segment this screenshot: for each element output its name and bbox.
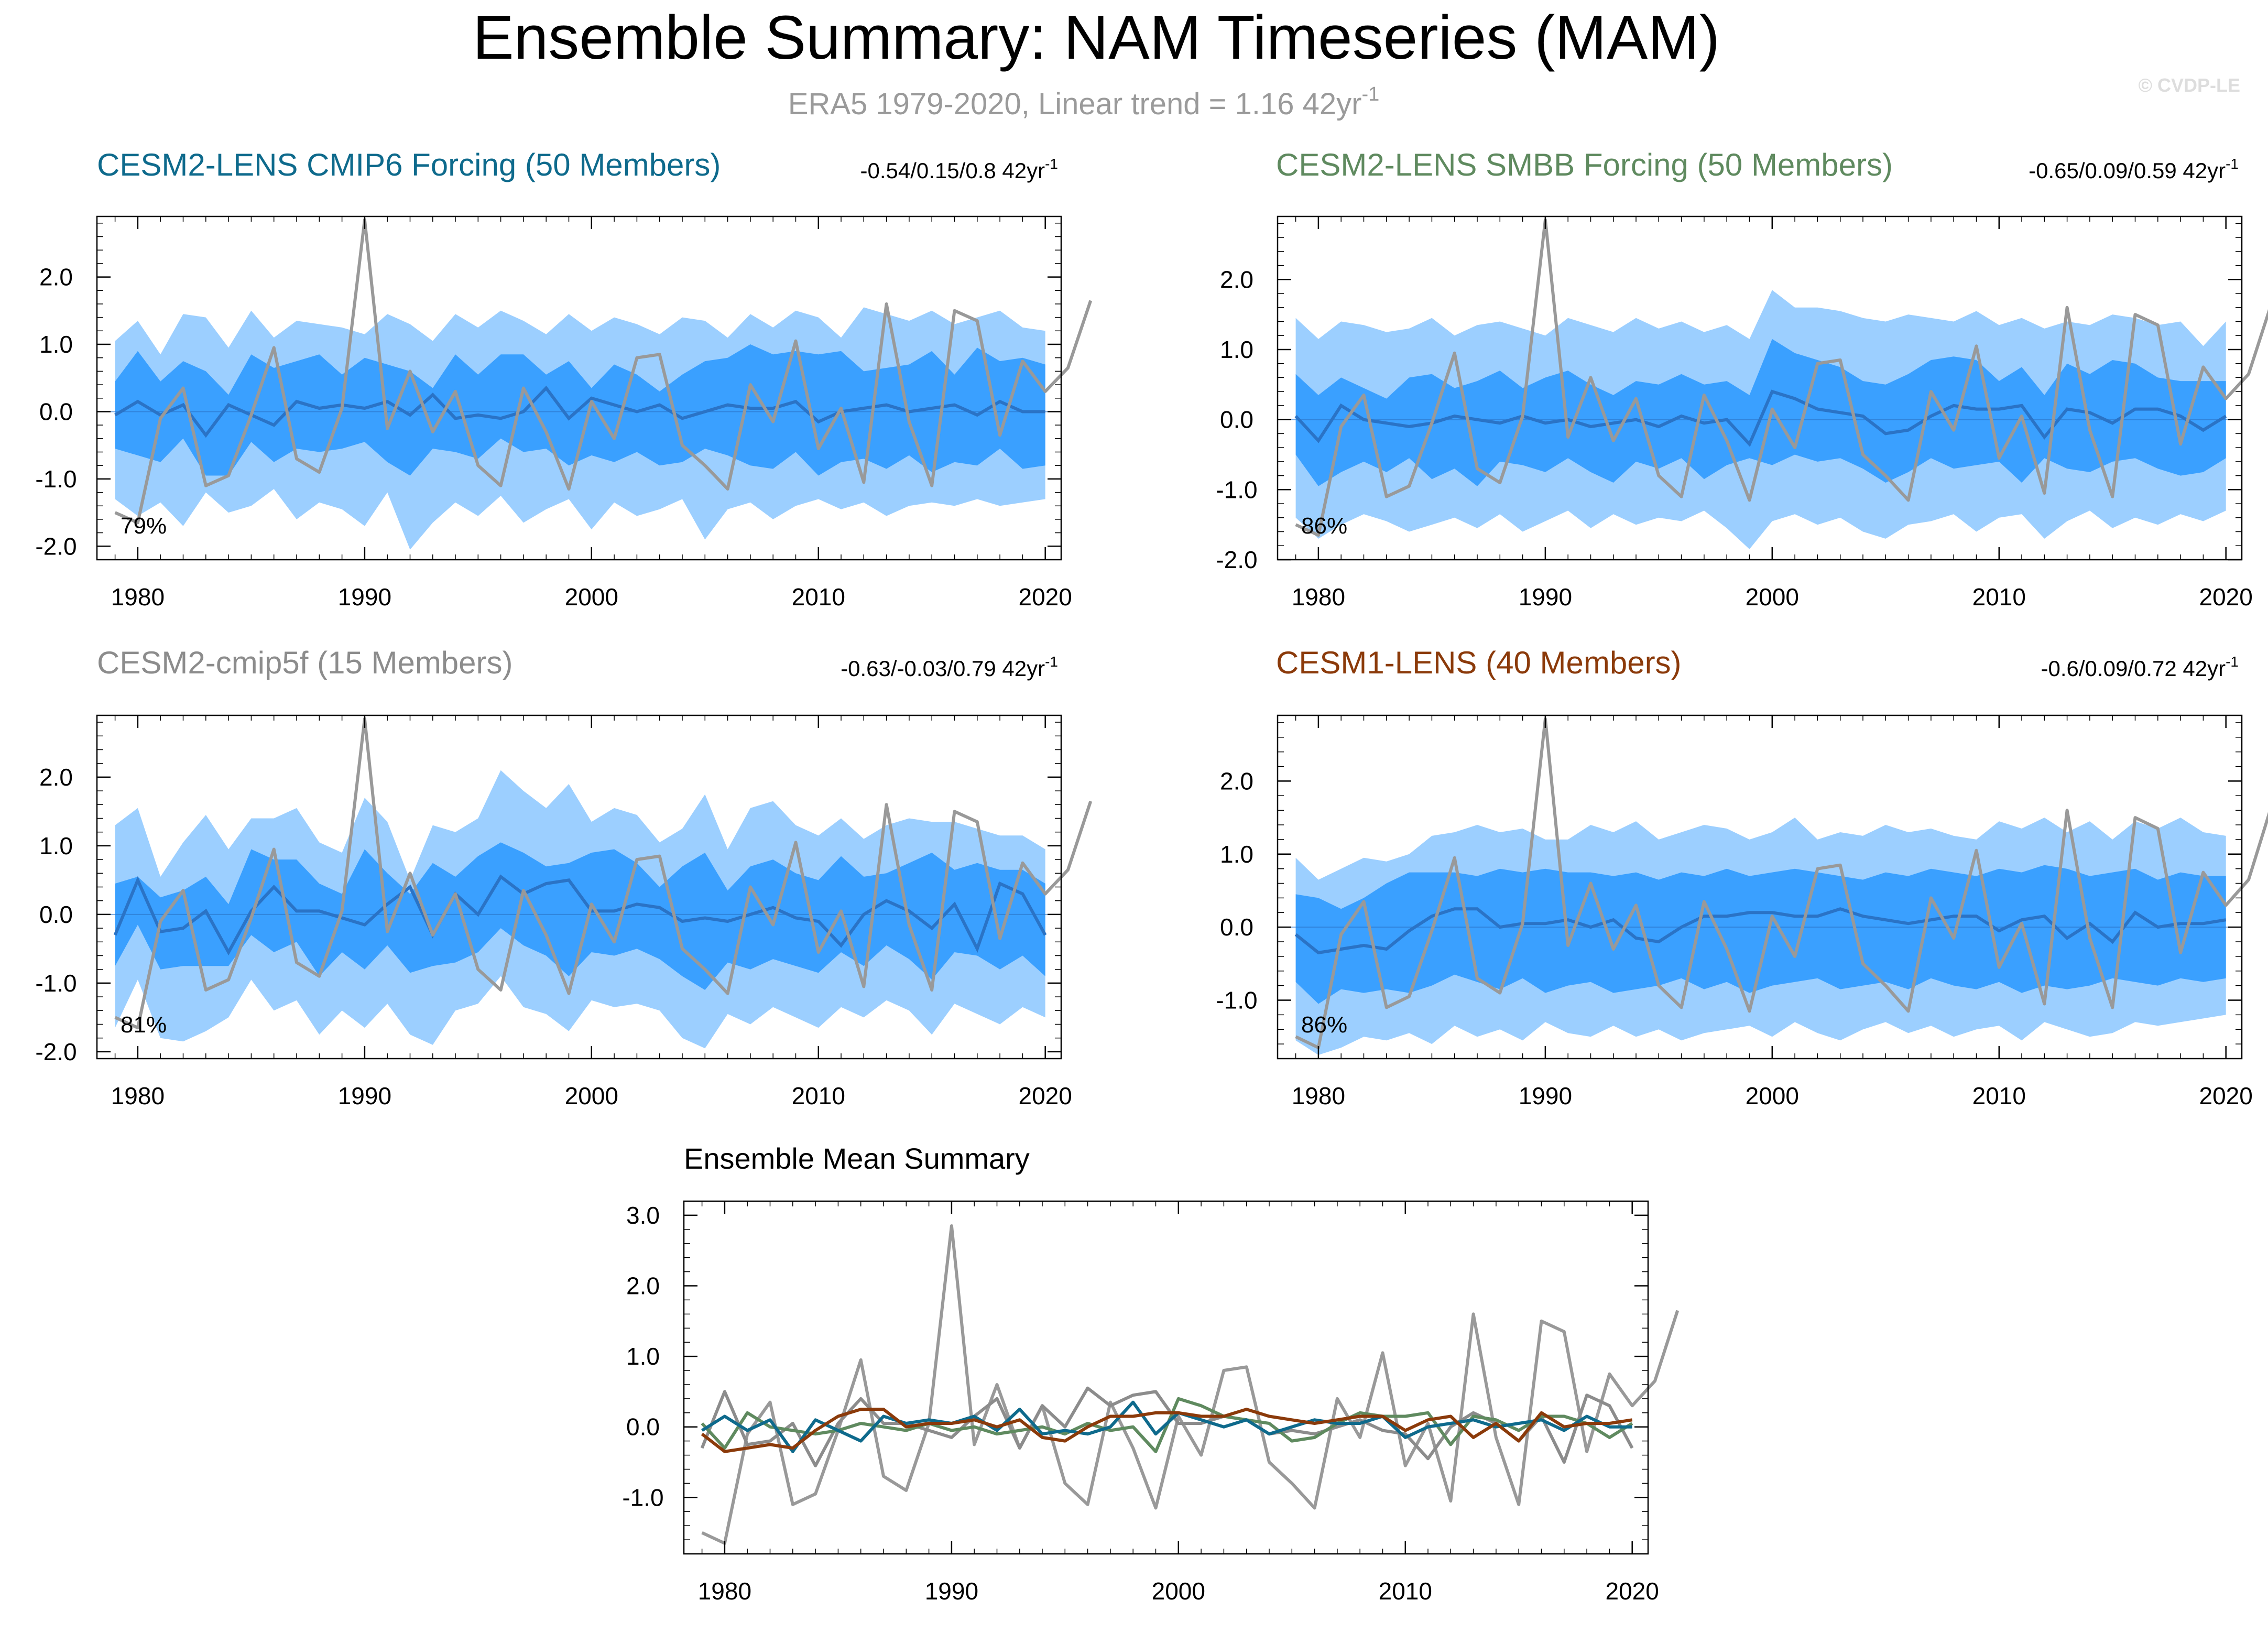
- trend-range: -0.65/0.09/0.59 42yr-1: [2029, 156, 2239, 183]
- trend-range: -0.6/0.09/0.72 42yr-1: [2041, 654, 2239, 681]
- observation-line: [1295, 218, 2268, 537]
- percent-label: 86%: [1301, 513, 1347, 539]
- x-tick-label: 1990: [1519, 583, 1572, 611]
- inner-spread-band: [115, 842, 1045, 990]
- x-tick-label: 2000: [565, 583, 618, 611]
- inner-spread-band: [1295, 339, 2226, 486]
- plot-frame: [96, 215, 1062, 561]
- x-tick-label: 2000: [1746, 583, 1799, 611]
- x-tick-label: 2010: [1379, 1577, 1432, 1605]
- x-tick-label: 1980: [1292, 583, 1345, 611]
- percent-label: 86%: [1301, 1012, 1347, 1038]
- x-tick-label: 2000: [1152, 1577, 1205, 1605]
- y-tick-label: -2.0: [35, 1038, 77, 1065]
- x-tick-label: 2000: [565, 1082, 618, 1109]
- y-tick-label: 0.0: [39, 901, 73, 928]
- x-tick-label: 2020: [1019, 583, 1072, 611]
- percent-label: 81%: [121, 1012, 167, 1038]
- x-tick-label: 1980: [111, 583, 165, 611]
- series-line-era5: [701, 1224, 1680, 1545]
- x-tick-label: 1990: [925, 1577, 978, 1605]
- y-tick-label: -1.0: [35, 465, 77, 493]
- x-tick-label: 1990: [338, 583, 391, 611]
- x-tick-label: 2000: [1746, 1082, 1799, 1109]
- panel-title: CESM2-LENS SMBB Forcing (50 Members): [1276, 147, 1893, 182]
- x-tick-label: 2020: [2199, 583, 2253, 611]
- y-tick-label: -1.0: [622, 1484, 663, 1511]
- y-tick-label: 0.0: [626, 1413, 660, 1441]
- series-line-cesm1-lens: [701, 1408, 1633, 1453]
- y-tick-label: 2.0: [626, 1272, 660, 1300]
- trend-range: -0.63/-0.03/0.79 42yr-1: [841, 654, 1058, 681]
- y-tick-label: 2.0: [39, 264, 73, 291]
- panel-lens1: CESM1-LENS (40 Members) -0.6/0.09/0.72 42…: [1216, 645, 2268, 1109]
- x-tick-label: 1980: [111, 1082, 165, 1109]
- x-tick-label: 1990: [1519, 1082, 1572, 1109]
- y-tick-label: 1.0: [626, 1343, 660, 1370]
- y-tick-label: 1.0: [39, 331, 73, 358]
- y-tick-label: 2.0: [1220, 767, 1253, 794]
- x-tick-label: 2010: [792, 583, 845, 611]
- ensemble-mean-line: [1294, 907, 2227, 955]
- panel-title: CESM1-LENS (40 Members): [1276, 645, 1682, 680]
- ensemble-mean-line: [1294, 389, 2227, 447]
- plot-frame: [1277, 215, 2243, 561]
- percent-label: 79%: [121, 513, 167, 539]
- x-tick-label: 2010: [1972, 583, 2026, 611]
- series-line-cesm2-cmip5f: [700, 1386, 1634, 1467]
- y-tick-label: 2.0: [39, 764, 73, 791]
- panel-title: CESM2-cmip5f (15 Members): [97, 645, 513, 680]
- y-tick-label: 1.0: [39, 832, 73, 859]
- y-tick-label: 1.0: [1220, 336, 1253, 363]
- watermark: © CVDP-LE: [2138, 74, 2240, 96]
- panel-title: Ensemble Mean Summary: [684, 1142, 1030, 1175]
- x-tick-label: 2020: [2199, 1082, 2253, 1109]
- observation-line: [114, 218, 1093, 525]
- y-tick-label: 1.0: [1220, 841, 1253, 868]
- x-tick-label: 1980: [1292, 1082, 1345, 1109]
- main-title: Ensemble Summary: NAM Timeseries (MAM): [473, 3, 1720, 72]
- y-tick-label: -1.0: [1216, 476, 1257, 503]
- y-tick-label: -2.0: [1216, 546, 1257, 573]
- panel-smbb: CESM2-LENS SMBB Forcing (50 Members) -0.6…: [1216, 147, 2268, 611]
- x-tick-label: 2020: [1606, 1577, 1659, 1605]
- y-tick-label: 0.0: [1220, 913, 1253, 941]
- panel-cmip5f: CESM2-cmip5f (15 Members) -0.63/-0.03/0.7…: [35, 645, 1093, 1109]
- plot-frame: [1277, 714, 2243, 1060]
- x-tick-label: 1990: [338, 1082, 391, 1109]
- inner-spread-band: [1295, 865, 2226, 1004]
- ensemble-mean-line: [113, 874, 1047, 956]
- ensemble-mean-line: [114, 385, 1045, 438]
- trend-range: -0.54/0.15/0.8 42yr-1: [860, 156, 1058, 183]
- series-line-cesm2-lens-cmip6: [701, 1400, 1632, 1453]
- y-tick-label: 0.0: [1220, 406, 1253, 433]
- observation-line: [1295, 717, 2268, 1050]
- panel-cmip6: CESM2-LENS CMIP6 Forcing (50 Members) -0.…: [35, 147, 1093, 611]
- plot-frame: [683, 1200, 1649, 1555]
- x-tick-label: 1980: [698, 1577, 751, 1605]
- y-tick-label: 2.0: [1220, 266, 1253, 293]
- y-tick-label: -1.0: [35, 970, 77, 997]
- subtitle: ERA5 1979-2020, Linear trend = 1.16 42yr…: [788, 83, 1380, 121]
- y-tick-label: -1.0: [1216, 987, 1257, 1014]
- panel-title: CESM2-LENS CMIP6 Forcing (50 Members): [97, 147, 721, 182]
- y-tick-label: 0.0: [39, 398, 73, 426]
- y-tick-label: 3.0: [626, 1202, 660, 1229]
- panel-mean_summary: Ensemble Mean Summary -1.0 0.0 1.0 2.0 3.0 198…: [622, 1142, 1680, 1605]
- x-tick-label: 2010: [1972, 1082, 2026, 1109]
- observation-line: [114, 717, 1093, 1030]
- x-tick-label: 2020: [1019, 1082, 1072, 1109]
- y-tick-label: -2.0: [35, 532, 77, 560]
- x-tick-label: 2010: [792, 1082, 845, 1109]
